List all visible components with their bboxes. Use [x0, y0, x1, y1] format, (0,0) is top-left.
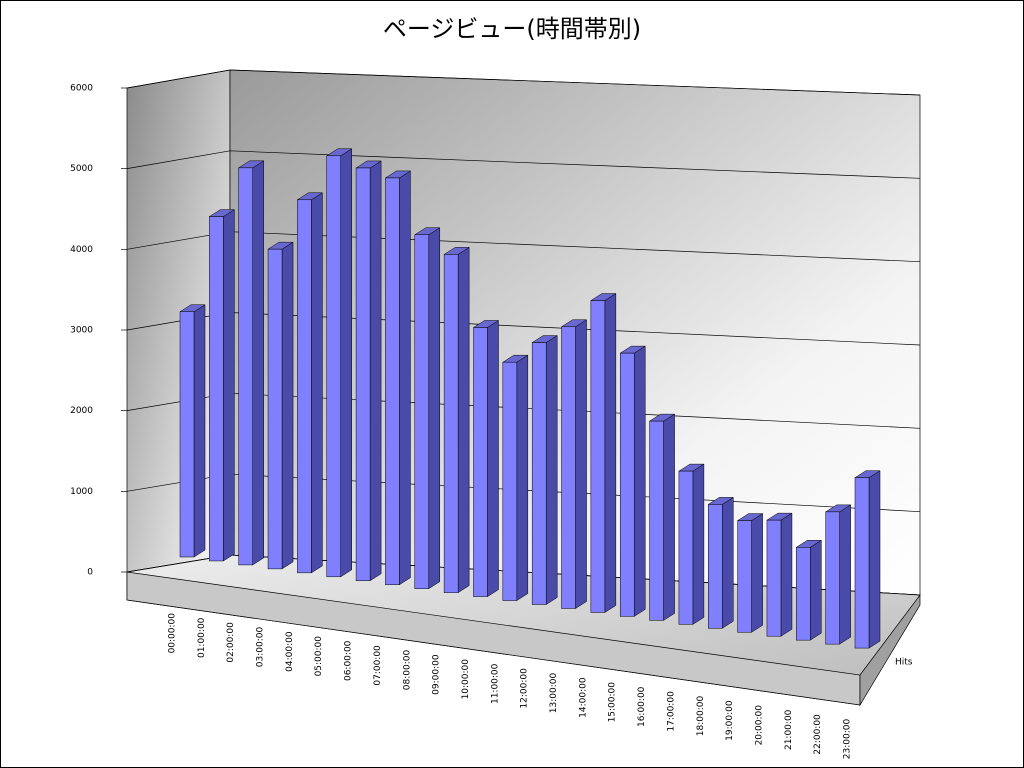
bar — [238, 167, 253, 566]
x-tick-label: 02:00:00 — [226, 622, 236, 663]
bar — [854, 477, 870, 649]
bar-side — [399, 170, 411, 586]
bar — [825, 511, 840, 645]
bar — [649, 420, 664, 621]
x-tick-label: 18:00:00 — [696, 696, 706, 737]
bar-side — [780, 512, 793, 637]
bar-side — [428, 227, 441, 590]
bar — [209, 216, 224, 562]
x-tick-label: 00:00:00 — [168, 613, 178, 654]
bar-side — [369, 160, 382, 582]
bar — [619, 352, 635, 617]
bar — [590, 300, 606, 613]
chart-title: ページビュー(時間帯別) — [383, 15, 641, 43]
bar-side — [868, 470, 881, 649]
bar-side — [810, 539, 822, 641]
bar-side — [663, 413, 675, 621]
bar — [502, 361, 518, 601]
bar — [796, 547, 811, 641]
x-tick-label: 04:00:00 — [285, 631, 295, 672]
y-tick-label: 5000 — [70, 164, 93, 174]
x-tick-label: 20:00:00 — [754, 705, 764, 746]
bar — [326, 155, 341, 578]
floor-side — [859, 593, 921, 707]
bar-side — [692, 463, 705, 625]
x-tick-label: 13:00:00 — [549, 673, 559, 714]
x-tick-label: 16:00:00 — [637, 686, 647, 727]
x-tick-label: 22:00:00 — [813, 714, 823, 755]
x-tick-label: 10:00:00 — [461, 659, 471, 700]
bar-side — [633, 345, 646, 617]
bar-side — [311, 192, 323, 574]
grid-line — [126, 69, 921, 96]
x-tick-label: 15:00:00 — [608, 682, 618, 723]
x-tick-label: 09:00:00 — [432, 654, 442, 695]
bar — [473, 327, 488, 597]
x-tick-label: 14:00:00 — [578, 677, 588, 718]
bar-side — [545, 335, 558, 605]
bar — [708, 504, 723, 629]
x-tick-label: 05:00:00 — [314, 636, 324, 677]
bar-side — [722, 496, 734, 629]
series-label: Hits — [895, 658, 913, 668]
x-tick-label: 08:00:00 — [402, 650, 412, 691]
bar — [561, 326, 576, 609]
bar-side — [839, 504, 851, 645]
bar — [737, 520, 752, 633]
y-tick-label: 0 — [87, 568, 93, 578]
y-tick-label: 2000 — [70, 406, 93, 416]
bar — [678, 470, 694, 625]
y-tick-label: 1000 — [70, 487, 93, 497]
bar-side — [193, 304, 206, 558]
bar — [297, 199, 312, 574]
bar-side — [575, 319, 587, 609]
bar-side — [281, 241, 294, 570]
x-tick-label: 21:00:00 — [784, 709, 794, 750]
bar-side — [487, 320, 499, 598]
bar — [267, 248, 283, 570]
bar-side — [604, 293, 617, 613]
y-tick-label: 3000 — [70, 326, 93, 336]
x-tick-label: 03:00:00 — [256, 627, 266, 668]
bar — [414, 234, 430, 589]
x-tick-label: 12:00:00 — [520, 668, 530, 709]
x-tick-label: 17:00:00 — [666, 691, 676, 732]
bar — [443, 254, 459, 593]
bar-side — [252, 160, 264, 566]
bar-side — [223, 209, 235, 562]
bar-side — [457, 246, 470, 594]
y-tick-label: 4000 — [70, 245, 93, 255]
grid-line — [126, 150, 921, 179]
bar — [355, 167, 371, 582]
y-tick-label: 6000 — [70, 84, 93, 94]
bar-side — [340, 148, 352, 578]
x-tick-label: 01:00:00 — [197, 617, 207, 658]
x-tick-label: 11:00:00 — [490, 663, 500, 704]
bar-side — [516, 354, 529, 602]
bar — [385, 177, 400, 585]
x-tick-label: 23:00:00 — [843, 719, 853, 760]
x-tick-label: 19:00:00 — [725, 700, 735, 741]
x-tick-label: 07:00:00 — [373, 645, 383, 686]
bar — [766, 519, 782, 637]
bar — [179, 311, 195, 558]
bar — [531, 342, 547, 605]
bar-side — [751, 513, 763, 633]
x-tick-label: 06:00:00 — [344, 640, 354, 681]
